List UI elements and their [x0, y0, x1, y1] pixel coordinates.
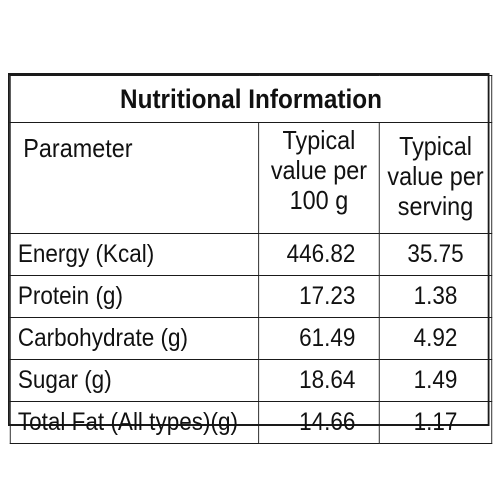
row-parameter: Energy (Kcal)	[9, 233, 260, 276]
row-parameter: Total Fat (All types)(g)	[9, 401, 260, 444]
nutrition-table: Nutritional Information Parameter Typica…	[9, 75, 493, 444]
row-value-per-100g: 446.82	[258, 233, 380, 276]
header-per-100g-line-2: value per	[270, 155, 368, 185]
table-row: Protein (g) 17.23 1.38	[9, 275, 493, 318]
table-title: Nutritional Information	[9, 75, 493, 123]
title-row: Nutritional Information	[9, 75, 493, 123]
header-per-serving-line-1: Typical	[399, 131, 472, 161]
table-row: Carbohydrate (g) 61.49 4.92	[9, 317, 493, 360]
row-value-per-serving: 1.49	[378, 359, 493, 402]
row-value-per-serving: 1.17	[378, 401, 493, 444]
row-parameter: Sugar (g)	[9, 359, 260, 402]
table-row: Energy (Kcal) 446.82 35.75	[9, 233, 493, 276]
row-value-per-serving: 35.75	[378, 233, 493, 276]
row-value-per-100g: 14.66	[258, 401, 380, 444]
row-value-per-serving: 4.92	[378, 317, 493, 360]
row-value-per-100g: 61.49	[258, 317, 380, 360]
header-per-100g-line-1: Typical	[282, 125, 356, 155]
header-per-serving: Typical value per serving	[378, 122, 493, 234]
header-parameter: Parameter	[9, 122, 260, 234]
header-per-serving-line-2: value per	[387, 161, 484, 191]
row-parameter: Protein (g)	[9, 275, 260, 318]
table-row: Sugar (g) 18.64 1.49	[9, 359, 493, 402]
row-value-per-100g: 18.64	[258, 359, 380, 402]
header-per-100g: Typical value per 100 g	[258, 122, 380, 234]
nutrition-label: Nutritional Information Parameter Typica…	[8, 73, 493, 444]
header-per-100g-line-3: 100 g	[289, 185, 349, 215]
header-per-serving-line-3: serving	[397, 191, 474, 221]
row-value-per-serving: 1.38	[378, 275, 493, 318]
table-row: Total Fat (All types)(g) 14.66 1.17	[9, 401, 493, 444]
header-row: Parameter Typical value per 100 g Typica…	[9, 122, 493, 234]
row-parameter: Carbohydrate (g)	[9, 317, 260, 360]
row-value-per-100g: 17.23	[258, 275, 380, 318]
